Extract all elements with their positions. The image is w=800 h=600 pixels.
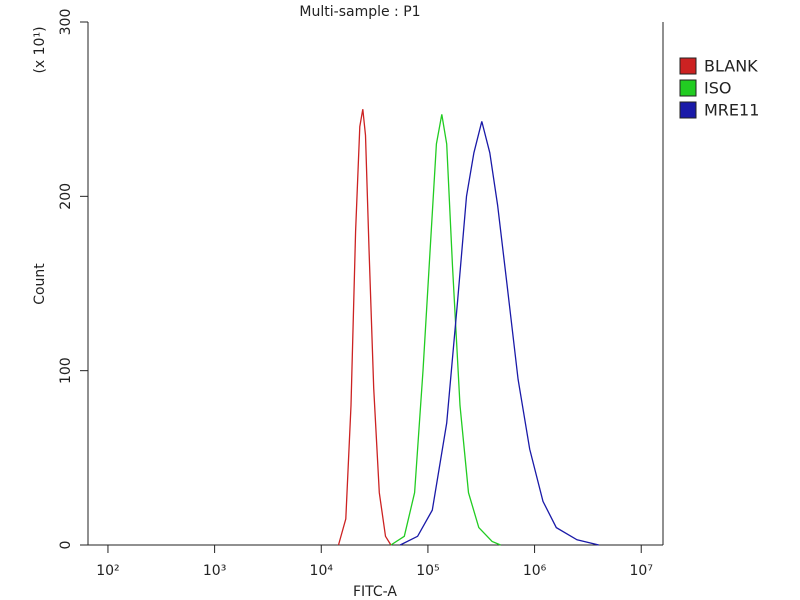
x-tick-label: 10⁵ (416, 563, 439, 579)
x-tick-label: 10² (96, 563, 119, 579)
x-tick-label: 10⁷ (630, 563, 653, 579)
x-tick-label: 10³ (203, 563, 226, 579)
x-axis-label: FITC-A (353, 584, 397, 600)
legend-swatch (679, 79, 697, 97)
x-tick-label: 10⁶ (523, 563, 547, 579)
series-line (399, 121, 599, 546)
y-axis-label: Count (32, 263, 48, 305)
y-tick-label: 300 (58, 9, 74, 36)
legend-label: ISO (704, 79, 731, 98)
legend-label: BLANK (704, 57, 758, 76)
series-line (390, 114, 501, 546)
x-tick-label: 10⁴ (310, 563, 334, 579)
y-tick-label: 100 (58, 357, 74, 384)
y-tick-label: 0 (58, 541, 74, 550)
y-multiplier: (x 10¹) (32, 26, 48, 73)
legend-swatch (679, 101, 697, 119)
legend-swatch (679, 57, 697, 75)
chart-title: Multi-sample : P1 (299, 4, 420, 20)
legend-label: MRE11 (704, 101, 759, 120)
y-tick-label: 200 (58, 183, 74, 210)
series-line (337, 109, 392, 546)
